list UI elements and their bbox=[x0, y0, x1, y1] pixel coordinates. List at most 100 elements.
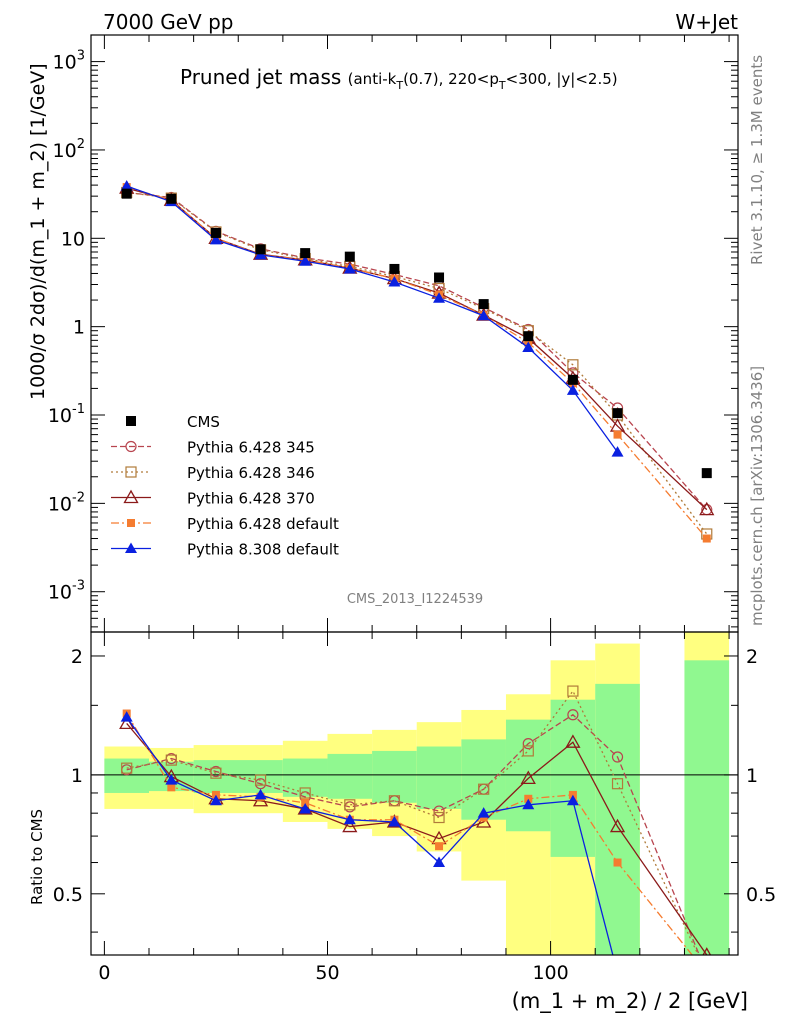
chart-title: Pruned jet mass (anti-kT(0.7), 220<pT<30… bbox=[180, 65, 618, 92]
y-tick-label: 1 bbox=[73, 317, 85, 339]
point bbox=[699, 501, 715, 516]
ratio-point bbox=[167, 783, 176, 792]
ratio-tick-label-left: 1 bbox=[71, 765, 83, 787]
ratio-point bbox=[388, 795, 401, 807]
ratio-line bbox=[126, 689, 699, 955]
ratio-point bbox=[120, 711, 133, 722]
ratio-point bbox=[702, 947, 712, 955]
point bbox=[120, 180, 133, 191]
mcplots-label: mcplots.cern.ch [arXiv:1306.3436] bbox=[748, 366, 766, 626]
y-axis-label: 1000/σ 2dσ)/d(m_1 + m_2) [1/GeV] bbox=[27, 63, 49, 400]
ratio-point bbox=[702, 968, 712, 978]
ratio-point bbox=[611, 778, 624, 790]
ratio-point bbox=[522, 738, 534, 750]
band-inner-10 bbox=[595, 683, 640, 955]
axis-ticks: 0 50 100 10-3 10-2 10-1 1 10 102 103 0.5 0.5 1 1 2 2 bbox=[48, 34, 776, 984]
legend-label: Pythia 6.428 default bbox=[187, 515, 339, 533]
data-point bbox=[344, 251, 355, 262]
point bbox=[209, 233, 222, 245]
point bbox=[566, 384, 579, 395]
ratio-frame bbox=[90, 631, 739, 956]
point bbox=[613, 430, 622, 439]
band-inner-6 bbox=[416, 746, 462, 809]
x-tick-label: 50 bbox=[315, 962, 339, 984]
legend-marker bbox=[125, 542, 137, 553]
rivet-label: Rivet 3.1.10, ≥ 1.3M events bbox=[748, 55, 766, 265]
ratio-point bbox=[433, 856, 446, 868]
header-left: 7000 GeV pp bbox=[103, 10, 234, 34]
plot-frames bbox=[90, 34, 739, 956]
ratio-point bbox=[343, 813, 356, 825]
point bbox=[522, 341, 535, 353]
ratio-point bbox=[254, 774, 267, 786]
y-tick-label: 10-1 bbox=[48, 402, 85, 427]
ratio-point bbox=[703, 969, 711, 977]
ratio-point bbox=[613, 858, 622, 867]
ratio-point bbox=[522, 745, 534, 757]
data-point bbox=[389, 263, 400, 274]
ratio-point bbox=[254, 788, 267, 800]
ratio-pythia-6-428-346 bbox=[121, 685, 699, 955]
ratio-tick-label-right: 2 bbox=[746, 646, 758, 668]
ratio-point bbox=[609, 818, 626, 833]
legend-label: Pythia 8.308 default bbox=[187, 541, 339, 559]
band-inner-8 bbox=[505, 719, 551, 832]
band-inner-5 bbox=[372, 750, 417, 803]
data-point bbox=[612, 408, 623, 419]
data-point bbox=[523, 331, 534, 342]
legend-entry-pythia-6-428-370: Pythia 6.428 370 bbox=[111, 490, 315, 508]
header-right: W+Jet bbox=[675, 10, 738, 34]
band-inner-2 bbox=[193, 760, 283, 793]
data-point bbox=[300, 248, 311, 259]
legend-entry-pythia-6-428-345: Pythia 6.428 345 bbox=[111, 439, 315, 457]
data-point bbox=[166, 193, 177, 204]
ratio-point bbox=[388, 815, 401, 827]
ratio-tick-label-right: 1 bbox=[746, 765, 758, 787]
ratio-line bbox=[126, 716, 614, 955]
data-point bbox=[121, 188, 132, 199]
ratio-point bbox=[209, 794, 222, 806]
point bbox=[477, 309, 490, 321]
legend-marker bbox=[123, 489, 139, 504]
ratio-point bbox=[301, 798, 310, 807]
ratio-point bbox=[524, 794, 533, 803]
ratio-point bbox=[520, 770, 536, 785]
ratio-point bbox=[567, 685, 579, 697]
ratio-point bbox=[435, 842, 444, 851]
y-tick-label: 103 bbox=[53, 49, 85, 74]
ratio-line bbox=[126, 713, 701, 955]
ratio-point bbox=[565, 734, 581, 748]
ratio-point bbox=[299, 802, 312, 814]
series-cms-data bbox=[121, 188, 712, 479]
ratio-point bbox=[165, 754, 177, 766]
point bbox=[433, 292, 446, 303]
legend-label: Pythia 6.428 370 bbox=[187, 490, 315, 508]
legend-marker bbox=[125, 466, 137, 478]
ratio-point bbox=[477, 807, 490, 818]
ratio-pythia-8-308-default bbox=[120, 711, 614, 955]
point bbox=[299, 255, 312, 266]
series-pythia-8-308-default bbox=[120, 180, 624, 457]
series-pythia-6-428-346 bbox=[121, 186, 713, 540]
ratio-point bbox=[522, 798, 535, 810]
ratio-tick-label-left: 2 bbox=[71, 646, 83, 668]
analysis-id: CMS_2013_I1224539 bbox=[347, 592, 483, 607]
ratio-tick-label-left: 0.5 bbox=[53, 884, 83, 906]
point bbox=[702, 534, 711, 543]
y-tick-label: 10-2 bbox=[48, 490, 85, 515]
y-tick-label: 102 bbox=[53, 137, 85, 162]
point bbox=[388, 276, 401, 287]
ratio-y-axis-label: Ratio to CMS bbox=[28, 809, 46, 905]
data-point bbox=[478, 299, 489, 310]
legend-marker bbox=[127, 519, 135, 527]
data-point bbox=[701, 468, 712, 479]
legend-entry-cms: CMS bbox=[126, 413, 220, 431]
x-tick-label: 0 bbox=[98, 962, 110, 984]
ratio-point bbox=[165, 774, 178, 785]
legend-entry-pythia-8-308-default: Pythia 8.308 default bbox=[111, 541, 339, 559]
ratio-point bbox=[210, 767, 222, 779]
ratio-point bbox=[567, 709, 579, 721]
band-inner-11 bbox=[684, 660, 730, 955]
ratio-point bbox=[566, 794, 579, 806]
uncertainty-bands bbox=[104, 632, 730, 955]
